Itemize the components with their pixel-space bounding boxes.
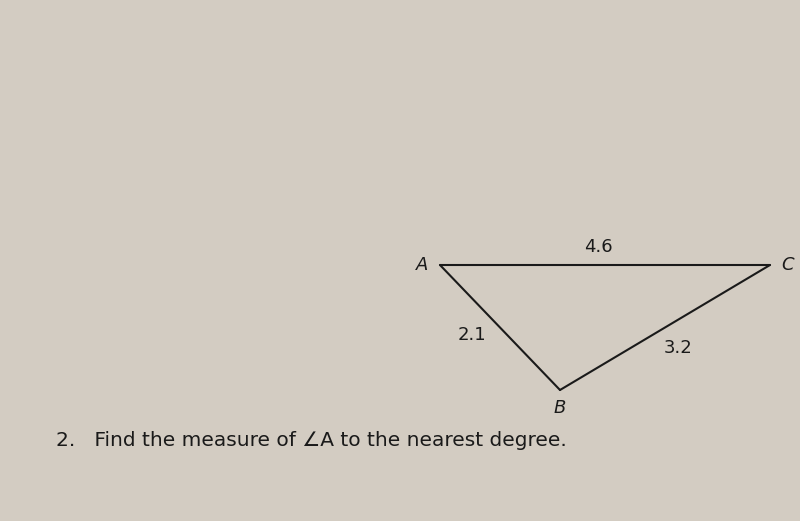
Text: 2.   Find the measure of ∠A to the nearest degree.: 2. Find the measure of ∠A to the nearest…	[56, 431, 566, 450]
Text: 4.6: 4.6	[584, 238, 612, 256]
Text: B: B	[554, 399, 566, 417]
Text: C: C	[782, 256, 794, 274]
Text: 3.2: 3.2	[664, 339, 692, 357]
Text: 2.1: 2.1	[458, 326, 486, 344]
Text: A: A	[416, 256, 428, 274]
